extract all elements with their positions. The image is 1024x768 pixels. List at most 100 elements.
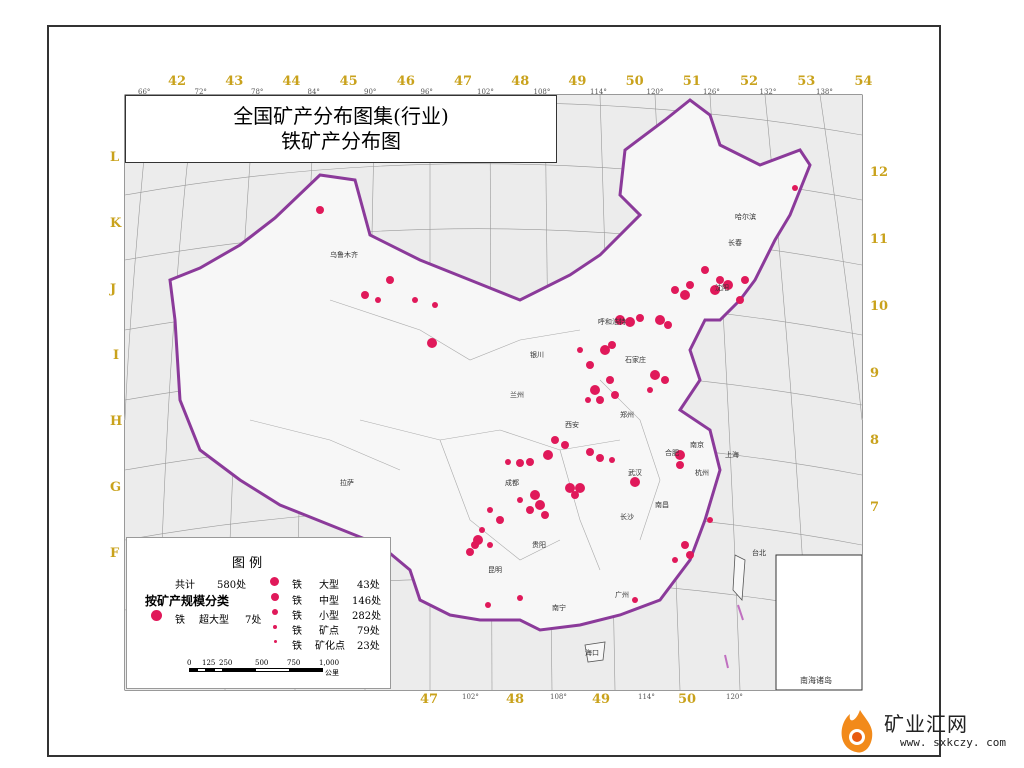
- legend-symbol-occurrence: [273, 625, 277, 629]
- grid-label-right: 9: [870, 366, 880, 381]
- scale-tick: 250: [219, 659, 233, 667]
- legend-mineral: 铁: [292, 626, 302, 637]
- iron-deposit-marker: [585, 397, 591, 403]
- legend-total-label: 共计: [175, 580, 195, 591]
- iron-deposit-marker: [466, 548, 474, 556]
- legend-count: 79处: [357, 626, 380, 637]
- legend-symbol-super-large: [151, 610, 162, 621]
- grid-label-right: 7: [870, 500, 880, 515]
- iron-deposit-marker: [526, 458, 534, 466]
- degree-label-top: 72°: [194, 88, 207, 96]
- city-label: 呼和浩特: [598, 318, 626, 326]
- iron-deposit-marker: [487, 507, 493, 513]
- iron-deposit-marker: [632, 597, 638, 603]
- degree-label-top: 120°: [646, 88, 664, 96]
- grid-label-top: 44: [282, 74, 301, 89]
- scale-tick: 500: [255, 659, 269, 667]
- iron-deposit-marker: [661, 376, 669, 384]
- iron-deposit-marker: [575, 483, 585, 493]
- degree-label-top: 126°: [703, 88, 720, 96]
- iron-deposit-marker: [707, 517, 713, 523]
- iron-deposit-marker: [432, 302, 438, 308]
- city-label: 合肥: [665, 449, 679, 457]
- grid-label-top: 49: [568, 74, 587, 89]
- iron-deposit-marker: [736, 296, 744, 304]
- legend-count: 43处: [357, 580, 380, 591]
- legend-mineral: 铁: [292, 596, 302, 607]
- grid-label-top: 47: [454, 74, 473, 89]
- nine-dash-line: [724, 604, 744, 669]
- legend-scale: 小型: [319, 611, 339, 622]
- iron-deposit-marker: [479, 527, 485, 533]
- grid-label-left: G: [110, 480, 122, 495]
- grid-label-top: 43: [225, 74, 244, 89]
- grid-label-left: L: [110, 150, 120, 165]
- iron-deposit-marker: [505, 459, 511, 465]
- scale-tick: 0: [187, 659, 192, 667]
- city-label: 石家庄: [625, 356, 646, 364]
- province-borders: [249, 299, 661, 571]
- iron-deposit-marker: [596, 454, 604, 462]
- grid-label-top: 52: [740, 74, 759, 89]
- legend-symbol-medium: [271, 593, 279, 601]
- iron-deposit-marker: [586, 448, 594, 456]
- iron-deposit-marker: [615, 315, 625, 325]
- iron-deposit-marker: [375, 297, 381, 303]
- degree-label-top: 138°: [816, 88, 833, 96]
- degree-label-bottom: 102°: [462, 693, 479, 701]
- iron-deposit-marker: [655, 315, 665, 325]
- iron-deposit-marker: [716, 276, 724, 284]
- city-label: 沈阳: [715, 284, 729, 292]
- legend-category: 按矿产规模分类: [145, 594, 230, 608]
- degree-label-bottom: 108°: [550, 693, 567, 701]
- iron-deposit-marker: [671, 286, 679, 294]
- iron-deposit-marker: [561, 441, 569, 449]
- iron-deposit-marker: [647, 387, 653, 393]
- iron-deposit-marker: [664, 321, 672, 329]
- iron-deposit-marker: [606, 376, 614, 384]
- legend-symbol-small: [272, 609, 278, 615]
- watermark: 矿业汇网 www. sxkczy. com: [836, 700, 1016, 760]
- taiwan: [732, 554, 746, 601]
- grid-label-right: 12: [870, 165, 889, 180]
- iron-deposit-marker: [611, 391, 619, 399]
- iron-deposit-marker: [386, 276, 394, 284]
- legend-scale: 超大型: [199, 615, 229, 626]
- city-label: 长沙: [620, 513, 634, 521]
- city-label: 南昌: [655, 501, 669, 509]
- grid-label-left: H: [110, 414, 123, 429]
- grid-label-top: 51: [682, 74, 701, 89]
- iron-deposit-marker: [650, 370, 660, 380]
- grid-label-top: 54: [854, 74, 873, 89]
- watermark-name: 矿业汇网: [884, 712, 968, 736]
- map-subtitle: 铁矿产分布图: [281, 129, 401, 153]
- degree-label-top: 132°: [759, 88, 777, 96]
- city-label: 郑州: [620, 411, 634, 419]
- grid-label-top: 45: [339, 74, 358, 89]
- iron-deposit-marker: [710, 285, 720, 295]
- iron-deposit-marker: [701, 266, 709, 274]
- grid-label-bottom: 49: [592, 692, 611, 707]
- degree-label-top: 96°: [420, 88, 433, 96]
- degree-label-top: 102°: [477, 88, 494, 96]
- grid-label-left: I: [113, 348, 120, 363]
- iron-deposit-marker: [526, 506, 534, 514]
- scale-unit: 公里: [325, 669, 339, 677]
- iron-deposit-marker: [487, 542, 493, 548]
- grid-label-right: 10: [870, 299, 889, 314]
- iron-deposit-marker: [675, 450, 685, 460]
- watermark-url: www. sxkczy. com: [900, 736, 1006, 749]
- iron-deposit-marker: [471, 541, 479, 549]
- city-label: 西安: [565, 421, 579, 429]
- legend-count: 23处: [357, 641, 380, 652]
- legend-scale: 大型: [319, 580, 339, 591]
- grid-label-bottom: 48: [506, 692, 525, 707]
- city-label: 海口: [585, 649, 599, 657]
- grid-label-bottom: 50: [678, 692, 697, 707]
- legend-mineral: 铁: [292, 580, 302, 591]
- city-label: 武汉: [628, 469, 642, 477]
- city-label: 拉萨: [340, 479, 354, 487]
- city-label: 长春: [728, 239, 742, 247]
- iron-deposit-marker: [723, 280, 733, 290]
- legend-mineral: 铁: [292, 641, 302, 652]
